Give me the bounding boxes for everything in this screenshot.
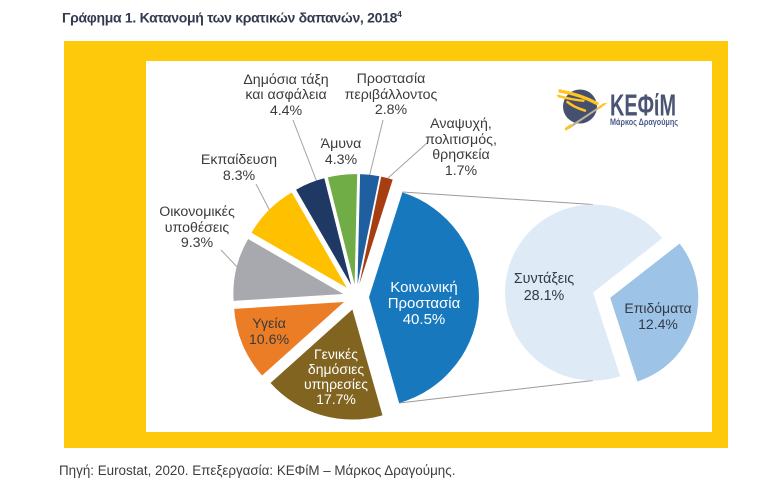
svg-text:ΚΕΦίΜ: ΚΕΦίΜ: [610, 88, 676, 123]
svg-text:Μάρκος Δραγούμης: Μάρκος Δραγούμης: [610, 117, 678, 127]
